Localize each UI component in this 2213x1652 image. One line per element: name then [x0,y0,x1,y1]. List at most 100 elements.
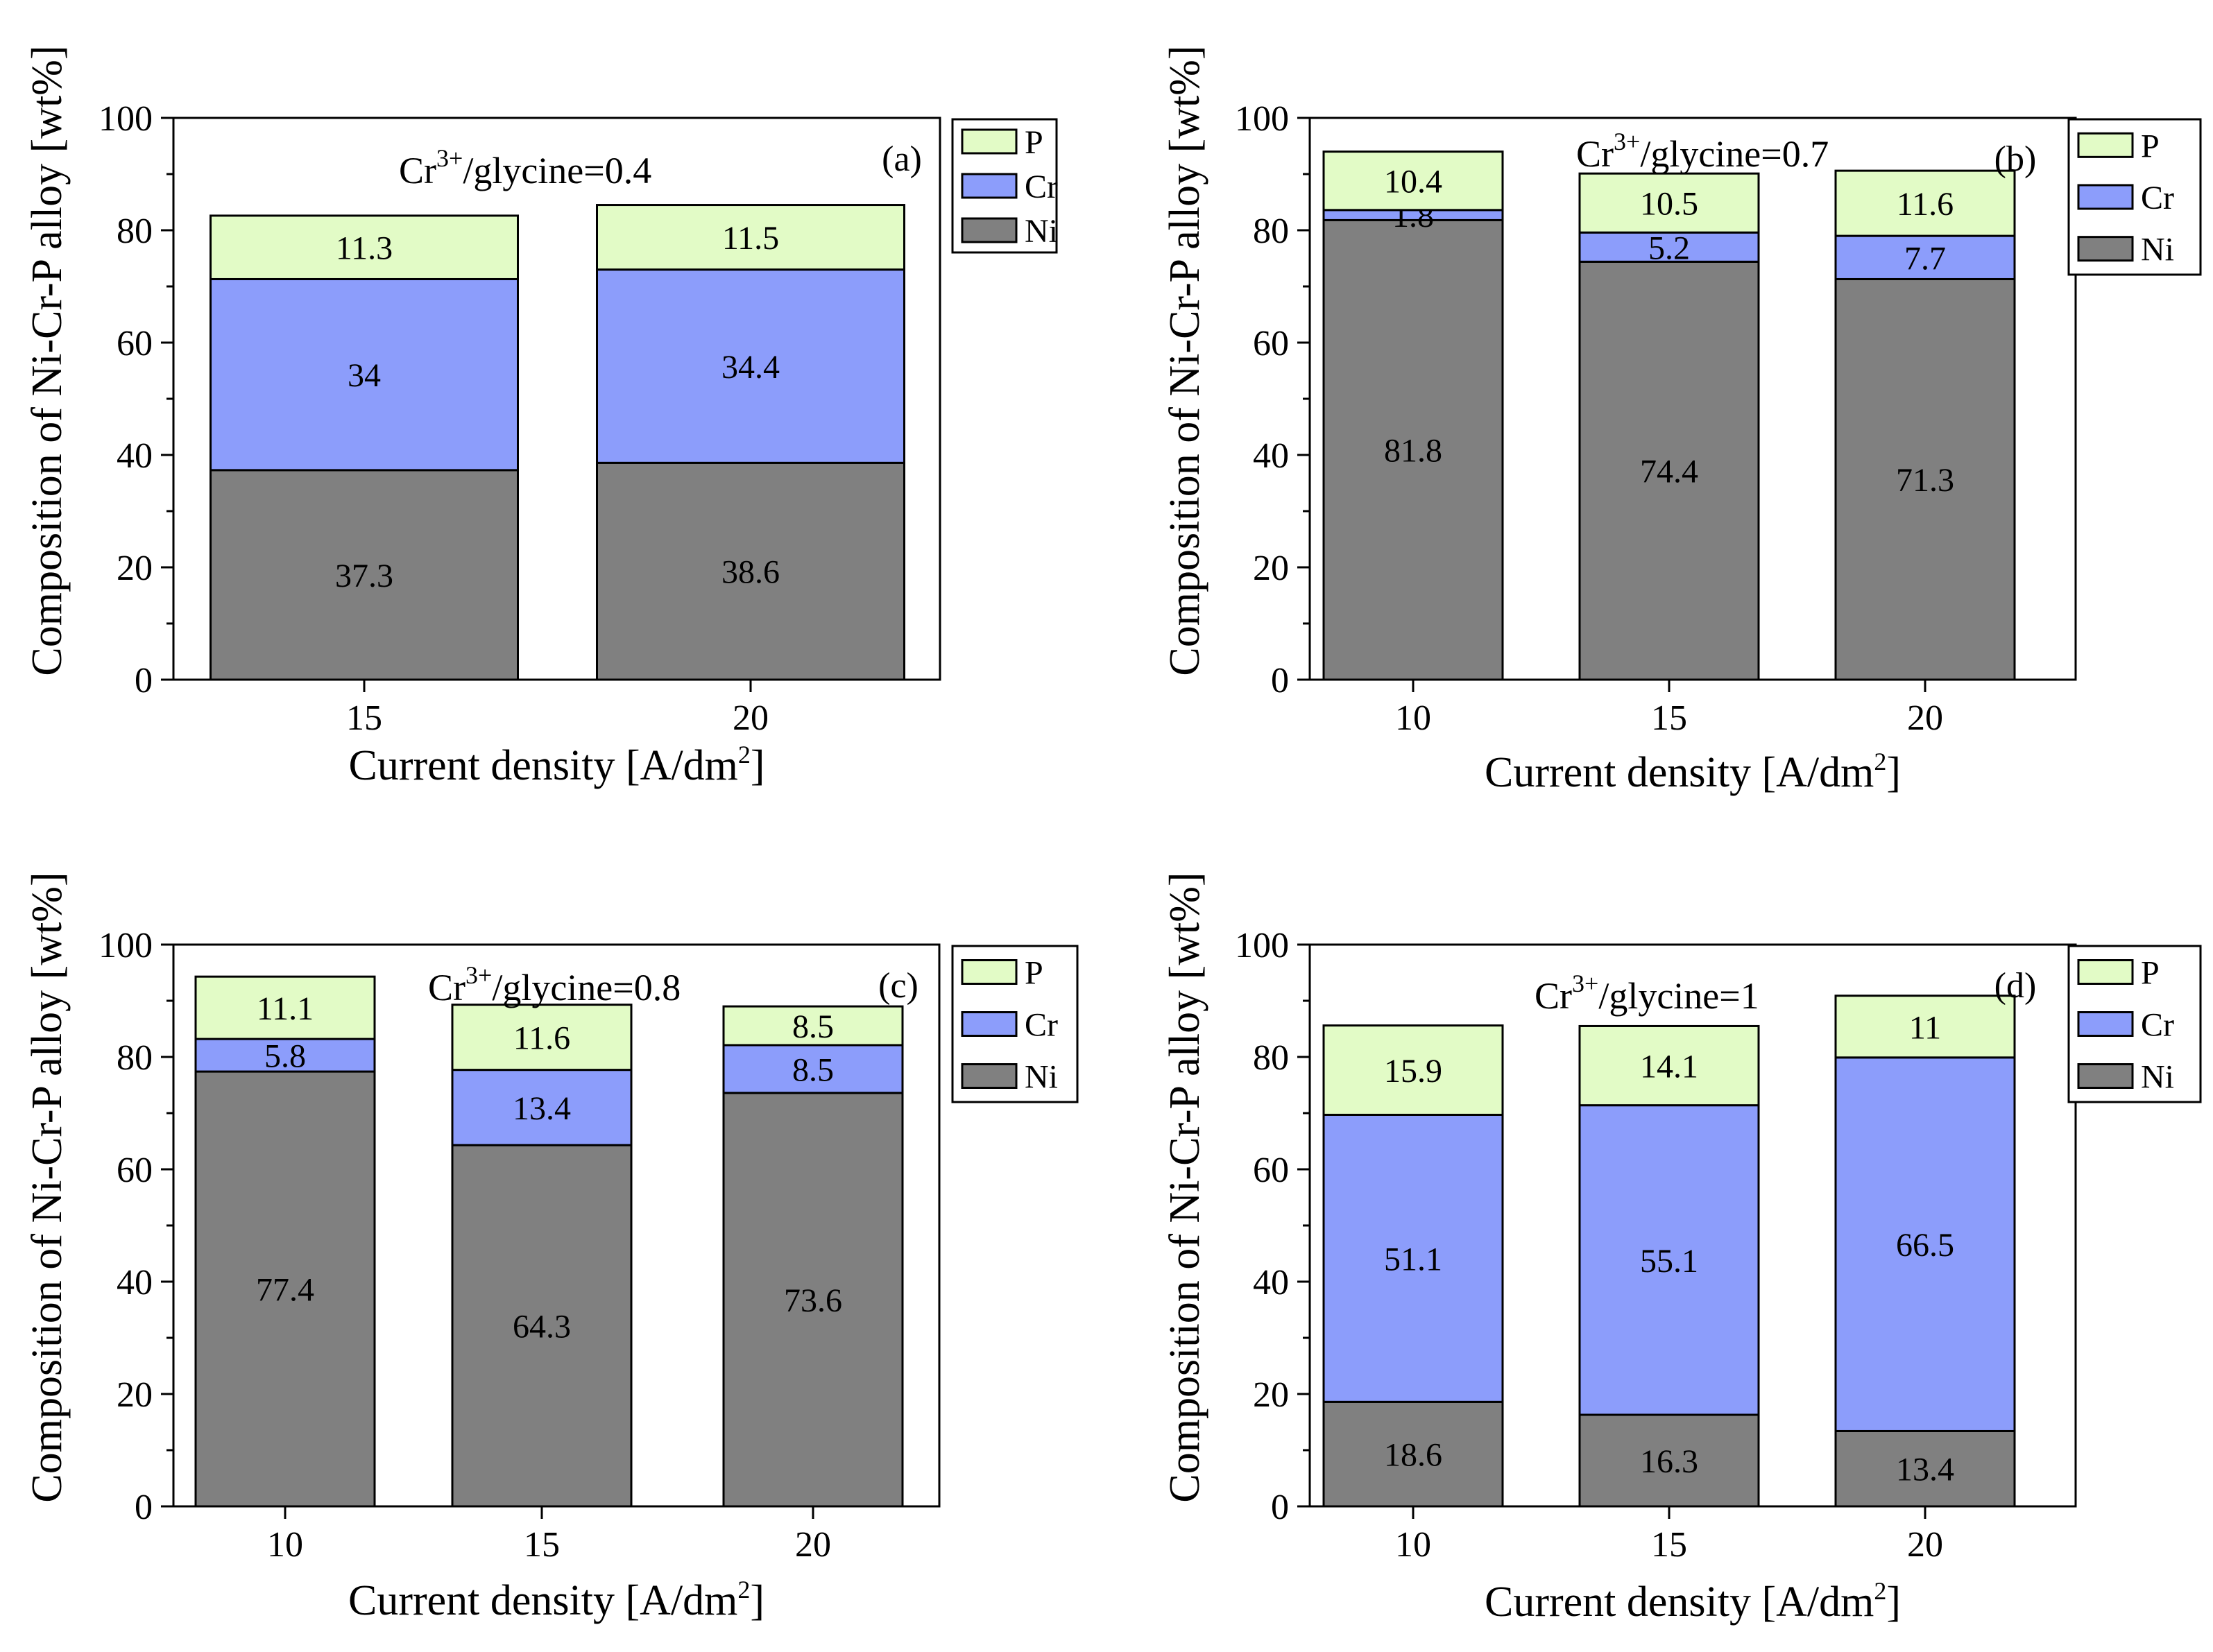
legend-label-ni: Ni [1025,1059,1058,1096]
bar-segment-ni-20 [1834,277,2016,681]
bar-segment-cr-20 [1834,234,2016,280]
y-tick-label: 60 [117,1151,153,1190]
x-tick-label: 15 [1651,1525,1687,1565]
x-axis-title-main: Current density [A/dm [348,1577,737,1624]
bar-segment-cr-15 [451,1069,633,1146]
x-axis-title-sup: 2 [737,1576,750,1603]
data-label-ni-20: 73.6 [784,1282,842,1319]
x-axis-title-main: Current density [A/dm [1485,749,1874,796]
x-axis-title-tail: ] [750,1577,764,1624]
y-tick-label: 20 [117,1375,153,1415]
x-tick-label: 15 [1651,698,1687,738]
ratio-rest: /glycine=0.7 [1640,133,1829,175]
ratio-species: Cr [428,967,465,1008]
data-label-ni-10: 77.4 [256,1272,314,1309]
x-axis-title-sup: 2 [1874,1577,1886,1605]
bar-segment-ni-10 [1322,218,1504,681]
bar-segment-ni-10 [194,1070,376,1508]
legend-swatch-cr [2077,1011,2134,1037]
y-tick-label: 80 [117,1038,153,1078]
x-tick-label: 20 [1907,1525,1943,1565]
x-tick-label: 20 [795,1525,831,1565]
ratio-species: Cr [1535,975,1572,1017]
legend-label-ni: Ni [1025,213,1058,250]
data-label-ni-20: 13.4 [1896,1452,1954,1488]
data-label-cr-15: 5.2 [1648,230,1690,266]
data-label-p-10: 15.9 [1384,1053,1442,1090]
x-tick-label: 15 [524,1525,560,1565]
ratio-charge: 3+ [436,144,463,172]
x-axis-title: Current density [A/dm2] [1485,1577,1901,1626]
panel-label: (b) [1994,139,2037,179]
legend-swatch-ni [961,217,1018,243]
data-label-p-10: 10.4 [1384,164,1442,200]
bar-segment-cr-20 [722,1044,904,1094]
bar-segment-p-10 [194,975,376,1040]
data-label-ni-15: 64.3 [513,1309,571,1345]
bar-segment-ni-10 [1322,1400,1504,1508]
legend-swatch-p [961,128,1018,155]
data-label-ni-15: 16.3 [1640,1443,1698,1480]
bar-segment-ni-15 [451,1144,633,1508]
legend-label-p: P [1025,124,1043,161]
data-label-p-20: 11.6 [1897,186,1954,223]
legend-label-ni: Ni [2141,232,2174,268]
data-label-p-20: 11.5 [722,220,779,257]
data-label-ni-20: 71.3 [1896,462,1954,499]
y-tick-label: 80 [1253,1038,1289,1078]
data-label-p-20: 8.5 [792,1008,834,1045]
bar-segment-ni-20 [596,461,905,681]
data-label-p-15: 11.6 [513,1020,570,1057]
legend: P Cr Ni [2067,118,2202,276]
bar-segment-cr-20 [596,268,905,464]
x-tick-label: 10 [1395,1525,1431,1565]
legend-swatch-p [961,959,1018,985]
legend-label-p: P [2141,128,2160,164]
ratio-species: Cr [1576,133,1614,175]
y-tick-label: 20 [1253,549,1289,588]
x-axis-title: Current density [A/dm2] [348,1576,764,1624]
ratio-rest: /glycine=1 [1598,975,1759,1017]
legend: P Cr Ni [951,118,1058,254]
y-tick-label: 0 [135,1488,153,1527]
panel-label: (c) [878,966,918,1006]
data-label-cr-20: 66.5 [1896,1227,1954,1264]
ratio-annotation: Cr3+/glycine=0.7 [1576,128,1829,175]
x-axis-title-tail: ] [1886,749,1901,796]
bar-segment-p-15 [210,214,519,280]
legend-swatch-cr [961,1011,1018,1037]
chart-panel-c: 77.4 5.8 11.1 64.3 13.4 11.6 73.6 8.5 8.5 0 20 40 60… [24,872,1079,1624]
legend-label-cr: Cr [2141,180,2174,216]
bar-segment-cr-10 [1322,1113,1504,1403]
y-tick-label: 60 [117,324,153,363]
ratio-annotation: Cr3+/glycine=1 [1535,970,1759,1017]
ratio-species: Cr [399,150,436,191]
data-label-ni-15: 37.3 [335,558,393,594]
ratio-annotation: Cr3+/glycine=0.4 [399,144,651,191]
bar-segment-p-20 [596,204,905,271]
legend-label-cr: Cr [1025,169,1058,205]
data-label-cr-20: 7.7 [1904,240,1946,277]
data-label-ni-10: 18.6 [1384,1437,1442,1474]
legend: P Cr Ni [951,945,1079,1103]
bar-segment-p-15 [1578,1024,1760,1107]
y-tick-label: 60 [1253,1151,1289,1190]
x-tick-label: 20 [733,698,769,738]
legend-swatch-cr [2077,184,2134,210]
legend-swatch-ni [961,1063,1018,1089]
bars: 81.81.810.474.45.210.571.37.711.6 [1322,150,2016,681]
y-tick-label: 20 [1253,1375,1289,1415]
legend-swatch-cr [961,173,1018,199]
y-tick-label: 100 [99,99,153,139]
y-axis-title: Composition of Ni-Cr-P alloy [wt%] [24,872,71,1502]
y-tick-label: 40 [117,436,153,476]
legend: P Cr Ni [2067,945,2202,1103]
y-tick-label: 0 [135,661,153,700]
bar-segment-p-20 [722,1005,904,1047]
x-axis-title-sup: 2 [738,741,751,768]
bar-segment-p-10 [1322,150,1504,212]
legend-label-cr: Cr [2141,1007,2174,1044]
y-tick-label: 40 [1253,1263,1289,1302]
